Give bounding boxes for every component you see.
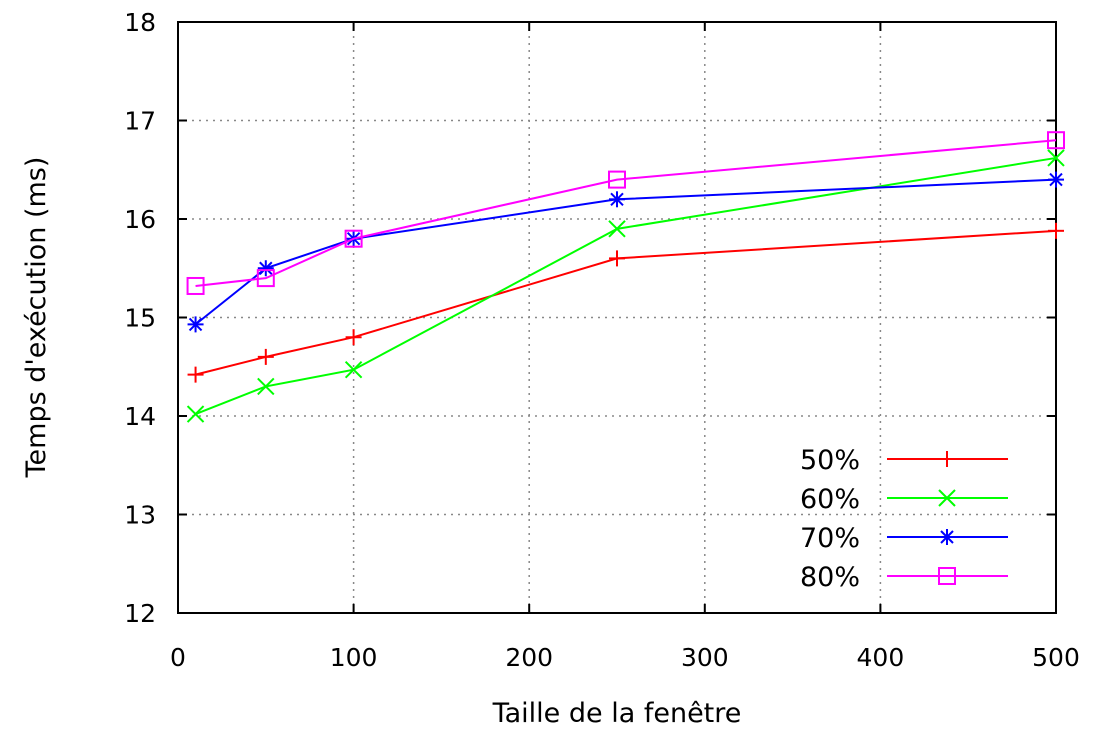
legend-entry: 60% xyxy=(800,484,1008,515)
legend-label: 50% xyxy=(800,445,860,476)
data-point xyxy=(1048,171,1064,188)
data-point xyxy=(939,451,955,467)
x-tick-label: 100 xyxy=(330,643,378,672)
grid xyxy=(178,22,1056,613)
data-point xyxy=(1048,222,1064,239)
legend: 50% 60% 70% 80% xyxy=(800,445,1008,593)
data-point xyxy=(186,276,205,295)
y-tick-label: 12 xyxy=(124,599,156,628)
data-point xyxy=(187,316,204,333)
legend-label: 70% xyxy=(800,523,860,554)
legend-entry: 80% xyxy=(800,562,1008,593)
x-tick-labels: 0 100 200 300 400 500 xyxy=(170,643,1080,672)
y-tick-label: 15 xyxy=(124,304,156,333)
series-80% xyxy=(186,131,1065,295)
y-tick-label: 17 xyxy=(124,107,156,136)
data-point xyxy=(1047,149,1065,167)
series-line xyxy=(195,139,1057,287)
data-point xyxy=(186,405,205,423)
series-50% xyxy=(187,222,1064,383)
y-tick-label: 14 xyxy=(124,402,156,431)
x-tick-label: 0 xyxy=(170,643,186,672)
data-point xyxy=(257,377,275,396)
series-70% xyxy=(187,171,1064,333)
data-point xyxy=(257,348,274,365)
x-tick-label: 400 xyxy=(857,643,905,672)
data-point xyxy=(938,567,956,585)
data-point xyxy=(938,489,956,507)
data-point xyxy=(1047,131,1065,150)
y-axis-title: Temps d'exécution (ms) xyxy=(21,157,52,479)
data-point xyxy=(256,269,275,288)
series-60% xyxy=(186,149,1065,423)
x-tick-label: 200 xyxy=(505,643,553,672)
data-point xyxy=(344,360,363,379)
data-point xyxy=(608,220,626,238)
y-tick-label: 16 xyxy=(124,205,156,234)
tick-marks xyxy=(177,21,1057,614)
series xyxy=(186,131,1065,423)
plot-frame xyxy=(177,21,1057,614)
data-point xyxy=(257,260,274,277)
data-point xyxy=(608,170,626,189)
legend-entry: 70% xyxy=(800,523,1008,554)
y-tick-label: 13 xyxy=(124,501,156,530)
y-tick-labels: 12 13 14 15 16 17 18 xyxy=(124,8,156,628)
data-point xyxy=(609,250,625,267)
series-line xyxy=(195,156,1057,415)
x-tick-label: 500 xyxy=(1032,643,1080,672)
data-point xyxy=(609,191,625,208)
legend-label: 60% xyxy=(800,484,860,515)
data-point xyxy=(345,329,362,346)
data-point xyxy=(187,366,204,383)
legend-label: 80% xyxy=(800,562,860,593)
y-tick-label: 18 xyxy=(124,8,156,37)
x-tick-label: 300 xyxy=(681,643,729,672)
data-point xyxy=(344,229,363,248)
legend-entry: 50% xyxy=(800,445,1008,476)
data-point xyxy=(939,529,955,545)
x-axis-title: Taille de la fenêtre xyxy=(492,698,742,729)
